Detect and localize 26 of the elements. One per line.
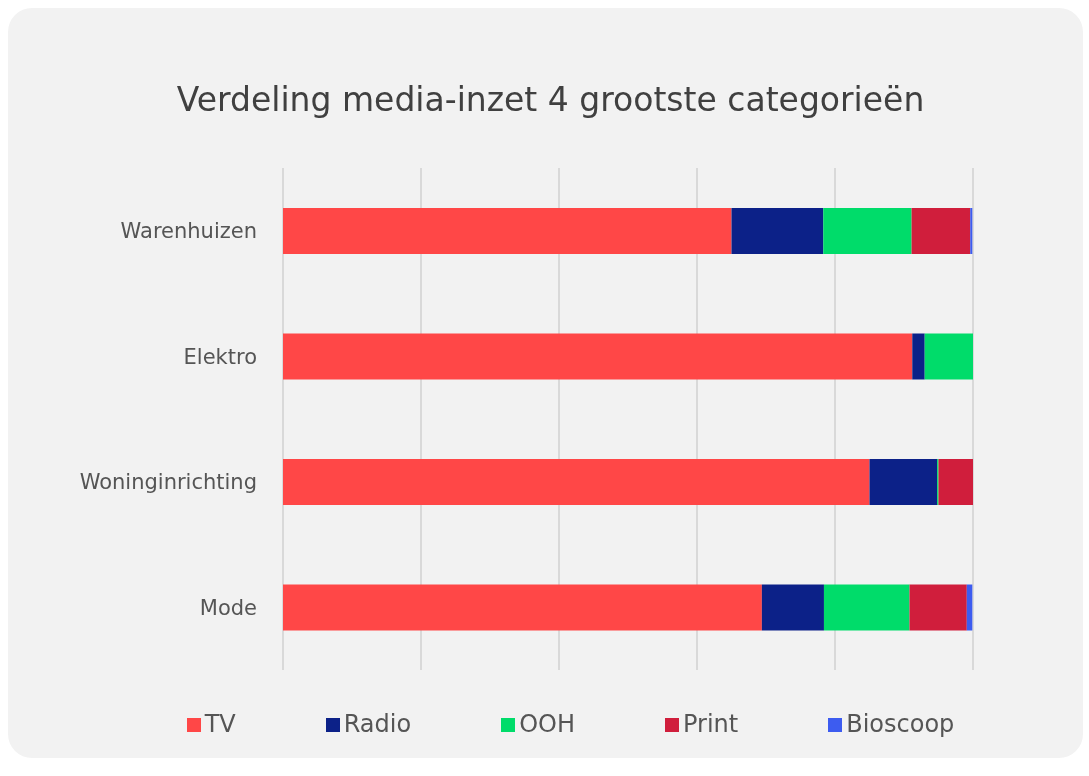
bar <box>970 208 973 254</box>
bar <box>966 584 973 631</box>
bar <box>924 333 973 380</box>
y-tick-label: Elektro <box>183 344 257 369</box>
bar <box>823 208 912 254</box>
bar <box>761 584 824 631</box>
bar <box>911 208 971 254</box>
legend-label: Bioscoop <box>846 710 955 738</box>
bar <box>909 584 967 631</box>
legend-label: OOH <box>519 710 575 738</box>
bar <box>283 584 762 631</box>
bar <box>823 584 910 631</box>
bar <box>731 208 824 254</box>
y-tick-label: Warenhuizen <box>120 219 257 244</box>
chart-title: Verdeling media-inzet 4 grootste categorieën <box>175 80 926 119</box>
bar <box>283 208 732 254</box>
legend-label: TV <box>204 710 236 738</box>
bar <box>283 333 913 380</box>
legend-label: Print <box>683 710 739 738</box>
bar <box>912 333 925 380</box>
bar <box>869 459 938 505</box>
bar <box>283 459 870 505</box>
bar <box>938 459 973 505</box>
y-tick-label: Mode <box>199 595 257 620</box>
legend-label: Radio <box>343 710 412 738</box>
y-tick-label: Woninginrichting <box>79 470 257 495</box>
